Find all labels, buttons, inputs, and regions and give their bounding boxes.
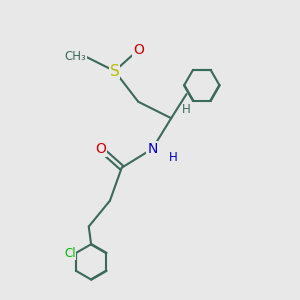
Text: H: H bbox=[182, 103, 191, 116]
Text: O: O bbox=[95, 142, 106, 156]
Text: S: S bbox=[110, 64, 119, 79]
Text: Cl: Cl bbox=[64, 247, 76, 260]
Text: O: O bbox=[133, 43, 144, 57]
Text: CH₃: CH₃ bbox=[64, 50, 86, 64]
Text: H: H bbox=[169, 151, 178, 164]
Text: N: N bbox=[147, 142, 158, 156]
